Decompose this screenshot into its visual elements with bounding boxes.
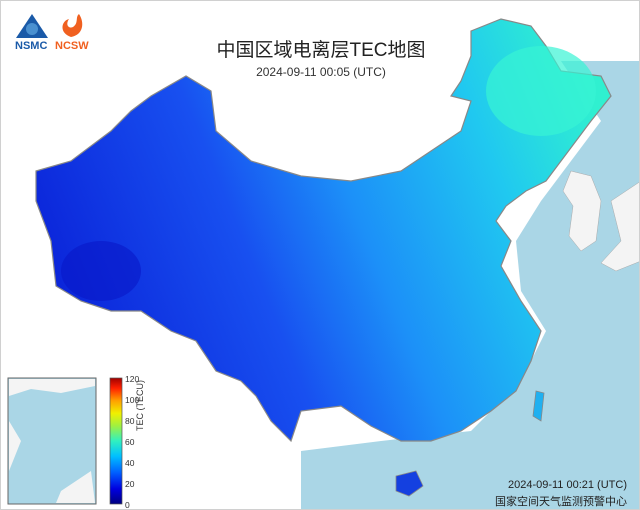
taiwan-island <box>532 390 545 422</box>
footer-organization: 国家空间天气监测预警中心 <box>495 496 627 508</box>
colorbar-tick: 120 <box>125 374 140 384</box>
map-title: 中国区域电离层TEC地图 <box>216 40 426 61</box>
korea-peninsula <box>562 170 602 252</box>
map-timestamp: 2024-09-11 00:05 (UTC) <box>256 65 386 79</box>
colorbar <box>109 377 123 505</box>
china-tec-region <box>35 18 612 443</box>
colorbar-tick: 20 <box>125 479 135 489</box>
colorbar-tick: 40 <box>125 458 135 468</box>
northeast-high-tec-area <box>486 46 596 136</box>
colorbar-tick: 60 <box>125 437 135 447</box>
tibet-low-tec-area <box>61 241 141 301</box>
nsmc-logo: NSMC <box>15 13 49 52</box>
sea <box>301 61 639 509</box>
colorbar-title: TEC (TECU) <box>135 380 145 431</box>
ncsw-logo: NCSW <box>55 13 91 52</box>
hainan-island <box>395 470 424 497</box>
colorbar-tick: 100 <box>125 395 140 405</box>
footer-timestamp: 2024-09-11 00:21 (UTC) <box>507 479 627 491</box>
colorbar-tick: 0 <box>125 500 130 510</box>
japan <box>600 182 639 272</box>
colorbar-tick: 80 <box>125 416 135 426</box>
